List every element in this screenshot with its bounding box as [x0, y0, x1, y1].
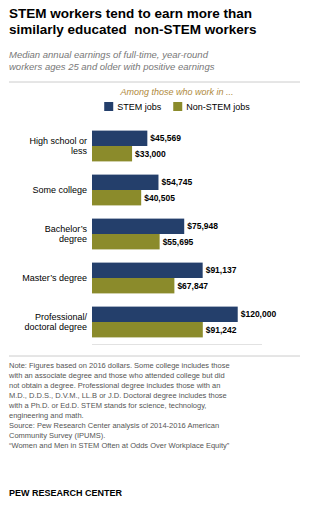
category-label: Master’s degree: [22, 273, 87, 283]
data-label: $120,000: [241, 309, 277, 319]
text-line: doctoral degree: [24, 322, 87, 332]
data-label: $40,505: [144, 193, 175, 203]
text-line: not obtain a degree. Professional degree…: [9, 381, 220, 390]
text-line: High school or: [29, 136, 87, 146]
category-label: High school orless: [29, 136, 87, 157]
bar: [92, 175, 158, 190]
bar: [92, 278, 174, 293]
legend-swatch: [173, 102, 182, 111]
bar: [92, 219, 184, 234]
bar: [92, 234, 160, 249]
legend-entry: STEM jobs: [117, 102, 162, 112]
title: STEM workers tend to earn more thansimil…: [9, 6, 257, 37]
data-labels: $45,569 $33,000 $54,745 $40,505 $75,948 $55,6…: [135, 133, 276, 334]
text-line: Community Survey (IPUMS).: [9, 431, 105, 440]
text-line: Some college: [32, 185, 87, 195]
text-line: Note: Figures based on 2016 dollars. Som…: [9, 361, 230, 370]
text-line: with a Ph.D. or Ed.D. STEM stands for sc…: [8, 401, 206, 410]
legend: STEM jobs Non-STEM jobs: [104, 102, 250, 112]
legend-label: Among those who work in ...: [119, 87, 233, 97]
bar: [92, 322, 203, 337]
data-label: $54,745: [161, 177, 192, 187]
data-label: $91,242: [206, 325, 237, 335]
text-line: workers ages 25 and older with positive …: [9, 61, 215, 72]
data-label: $67,847: [177, 281, 208, 291]
category-label: Professional/doctoral degree: [24, 312, 87, 333]
chart: STEM workers tend to earn more thansimil…: [0, 0, 309, 508]
text-line: “Women and Men in STEM Often at Odds Ove…: [9, 441, 230, 450]
bars: [92, 131, 238, 338]
text-line: STEM workers tend to earn more than: [9, 6, 252, 21]
bar: [92, 307, 238, 322]
text-line: Professional/: [35, 312, 88, 322]
bar: [92, 146, 132, 161]
note: Note: Figures based on 2016 dollars. Som…: [8, 361, 230, 450]
text-line: with an associate degree and those who a…: [8, 371, 225, 380]
category-label: Some college: [32, 185, 87, 195]
x-axis-line: [92, 344, 262, 345]
category-label: Bachelor’sdegree: [45, 224, 88, 245]
text-line: Bachelor’s: [45, 224, 88, 234]
separator: [9, 82, 300, 83]
data-label: $91,137: [206, 265, 237, 275]
data-label: $45,569: [150, 133, 181, 143]
text-line: M.D., D.D.S., D.V.M., LL.B or J.D. Docto…: [9, 391, 227, 400]
subtitle: Median annual earnings of full-time, yea…: [9, 49, 215, 72]
text-line: engineering and math.: [9, 411, 84, 420]
text-line: Source: Pew Research Center analysis of …: [9, 421, 219, 430]
legend-item: Non-STEM jobs: [173, 102, 250, 112]
bar: [92, 190, 141, 205]
source: PEW RESEARCH CENTER: [9, 488, 123, 498]
text-line: similarly educated non-STEM workers: [9, 22, 257, 37]
bar: [92, 263, 203, 278]
text-line: Master’s degree: [22, 273, 87, 283]
background: [0, 0, 309, 508]
separator: [9, 356, 300, 357]
text-line: degree: [59, 234, 87, 244]
category-labels: High school orless Some college Bachelor’s…: [22, 136, 87, 333]
data-label: $33,000: [135, 149, 166, 159]
legend-item: STEM jobs: [104, 102, 162, 112]
text-line: less: [71, 146, 88, 156]
legend-swatch: [104, 102, 113, 111]
data-label: $55,695: [163, 237, 194, 247]
bar: [92, 131, 147, 146]
data-label: $75,948: [187, 221, 218, 231]
legend-entry: Non-STEM jobs: [186, 102, 250, 112]
text-line: Median annual earnings of full-time, yea…: [9, 49, 209, 60]
